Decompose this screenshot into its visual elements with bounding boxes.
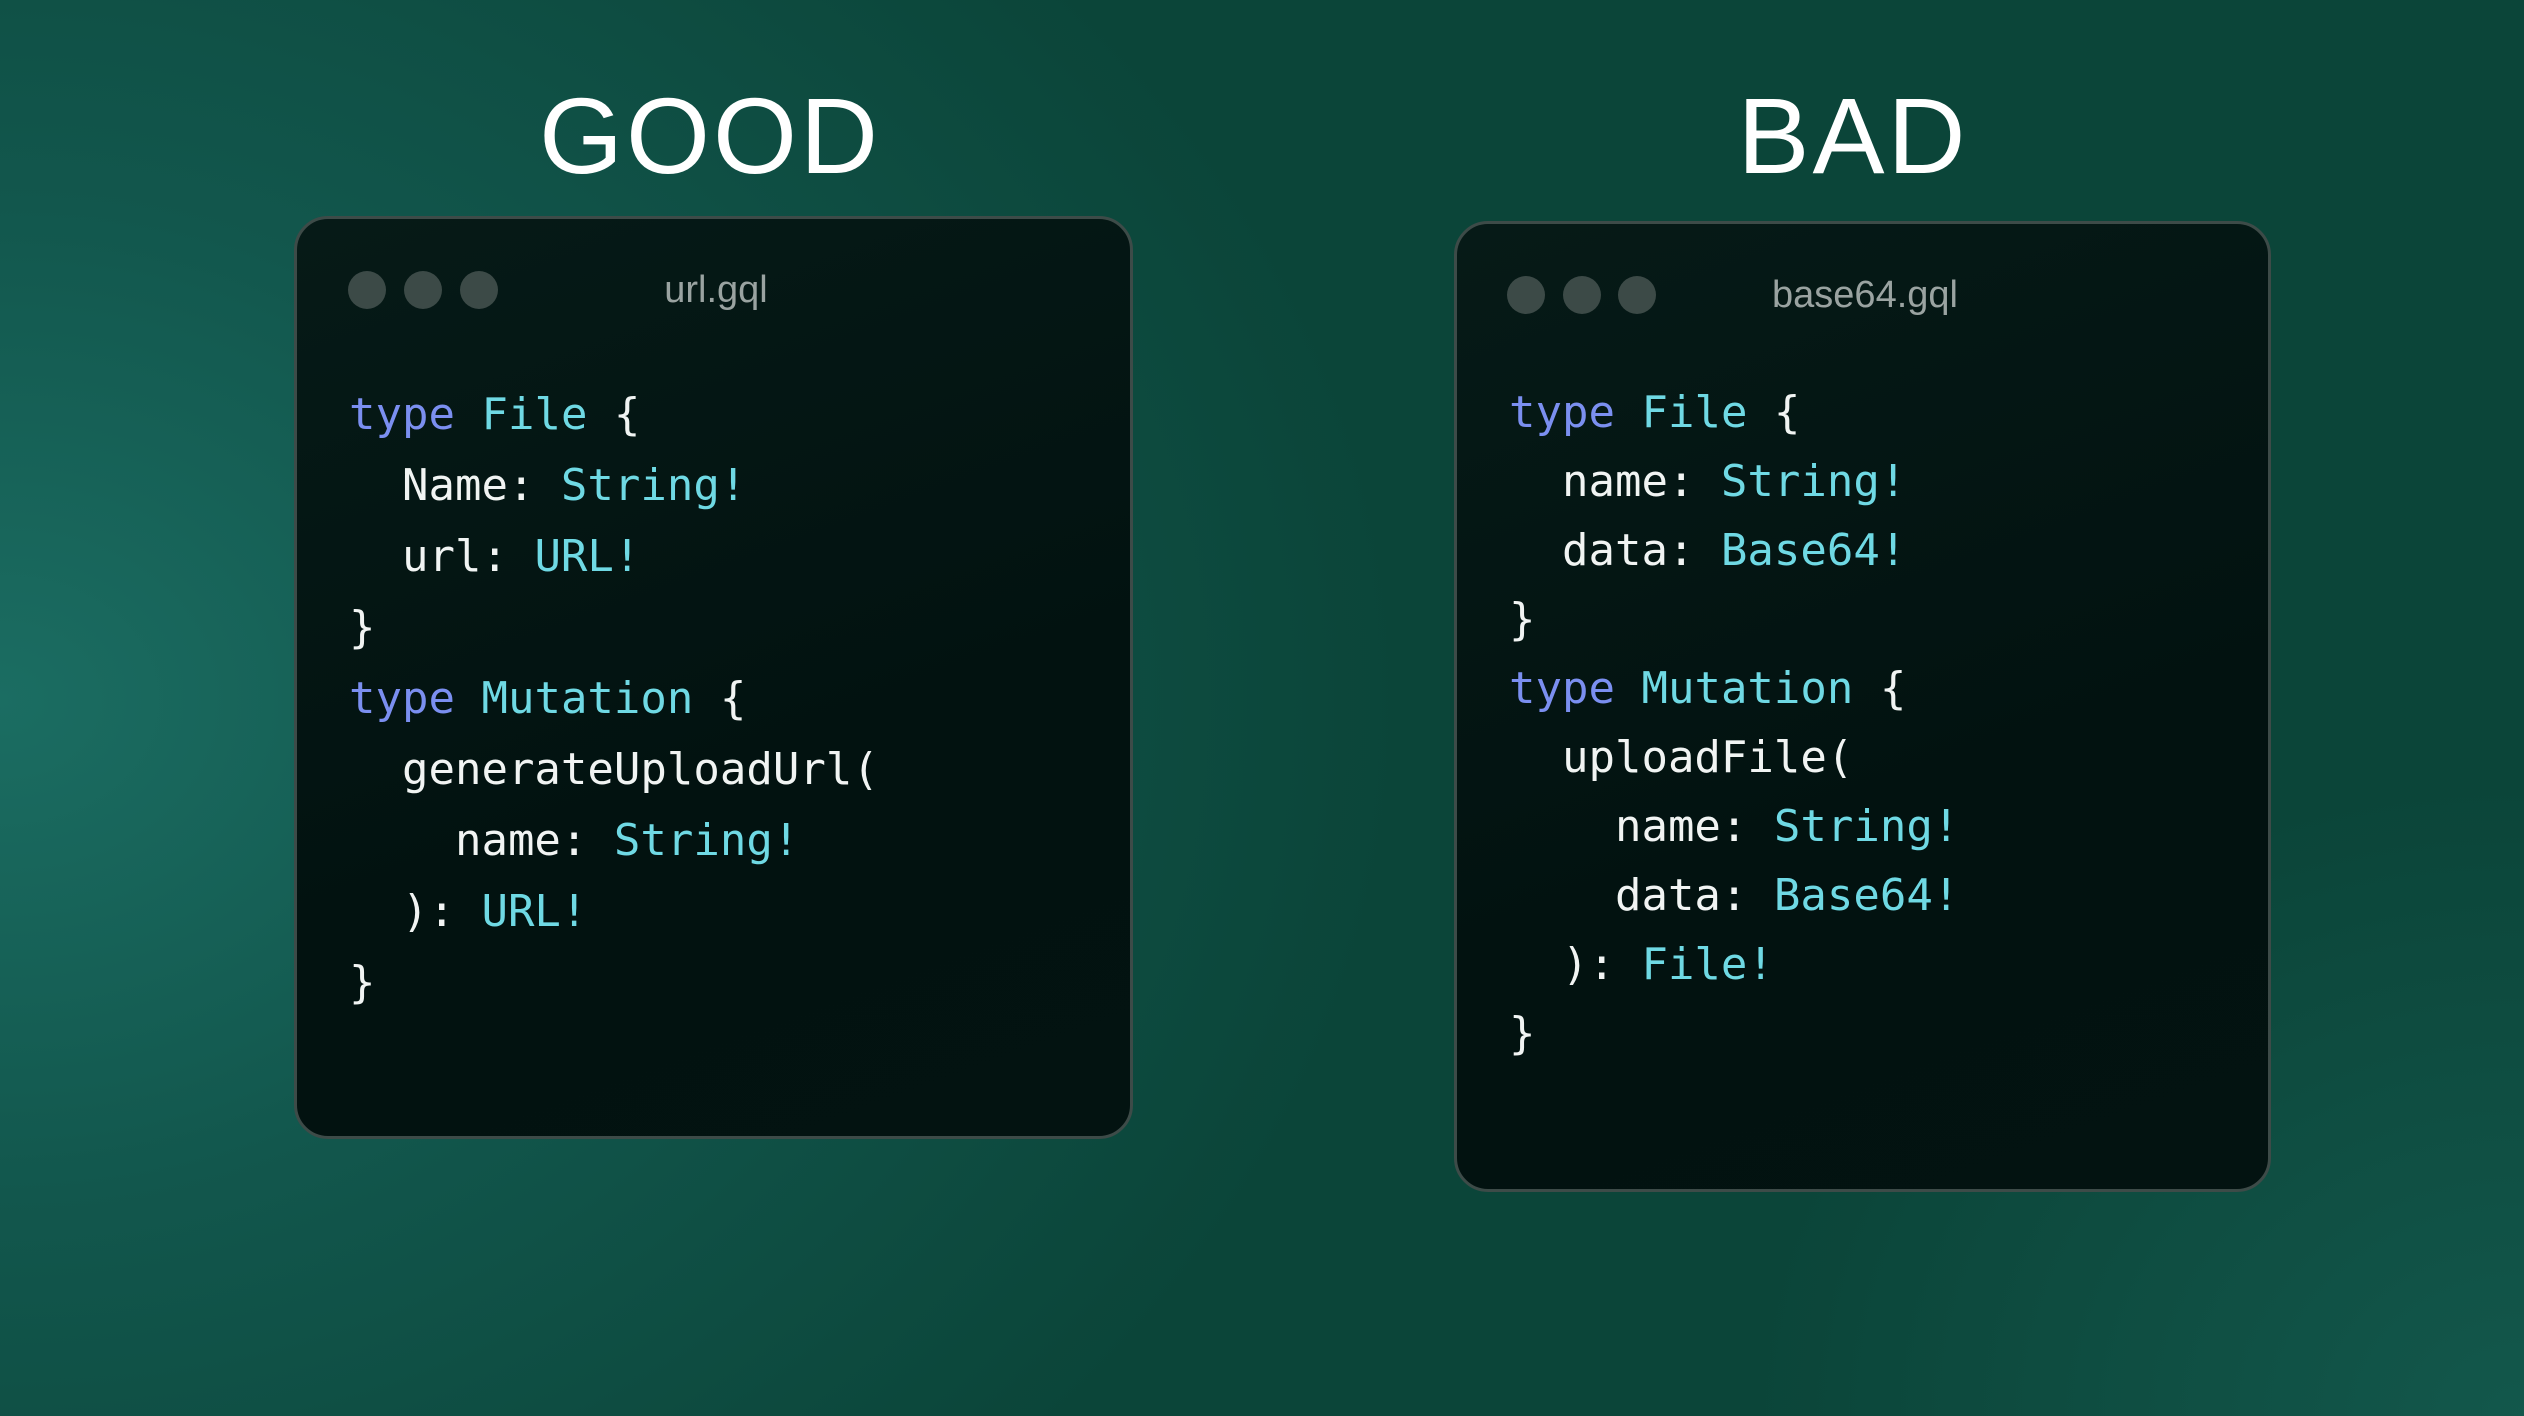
code-line: data: Base64! — [1509, 861, 1959, 930]
window-dot-icon — [404, 271, 442, 309]
code-keyword: type — [1509, 387, 1615, 438]
code-line: generateUploadUrl( — [349, 734, 879, 805]
code-keyword: type — [349, 389, 455, 440]
code-text: data: — [1509, 525, 1721, 576]
code-type: File! — [1641, 939, 1774, 990]
code-line: type File { — [1509, 378, 1959, 447]
code-type: String! — [613, 815, 800, 866]
window-dot-icon — [460, 271, 498, 309]
code-text: { — [693, 673, 747, 724]
code-type: String! — [1720, 456, 1907, 507]
code-line: } — [349, 947, 879, 1018]
code-text: name: — [1509, 801, 1774, 852]
code-text — [455, 673, 482, 724]
code-keyword: type — [349, 673, 455, 724]
code-line: type File { — [349, 379, 879, 450]
code-line: } — [1509, 999, 1959, 1068]
window-dot-icon — [348, 271, 386, 309]
bad-code-window: base64.gql type File { name: String! dat… — [1454, 221, 2271, 1192]
code-type: File — [1641, 387, 1748, 438]
code-type: URL! — [534, 531, 641, 582]
code-text: Name: — [349, 460, 561, 511]
code-block: type File { Name: String! url: URL!} type… — [349, 379, 879, 1018]
code-line: uploadFile( — [1509, 723, 1959, 792]
code-text: { — [1853, 663, 1907, 714]
code-line: } — [1509, 585, 1959, 654]
code-type: String! — [1773, 801, 1960, 852]
code-text: } — [349, 957, 376, 1008]
code-text — [455, 389, 482, 440]
code-text: data: — [1509, 870, 1774, 921]
code-text — [1615, 387, 1642, 438]
code-text: name: — [349, 815, 614, 866]
code-text: } — [1509, 594, 1536, 645]
filename-label: url.gql — [664, 269, 768, 311]
code-type: URL! — [481, 886, 588, 937]
code-line: Name: String! — [349, 450, 879, 521]
filename-label: base64.gql — [1772, 274, 1958, 316]
code-text: ): — [1509, 939, 1642, 990]
code-line: ): File! — [1509, 930, 1959, 999]
code-line: name: String! — [349, 805, 879, 876]
good-code-window: url.gql type File { Name: String! url: U… — [294, 216, 1133, 1139]
code-type: Base64! — [1720, 525, 1907, 576]
code-type: Base64! — [1773, 870, 1960, 921]
code-text: { — [1747, 387, 1801, 438]
bad-heading: BAD — [1737, 75, 1969, 196]
code-line: url: URL! — [349, 521, 879, 592]
code-text — [1615, 663, 1642, 714]
code-text: url: — [349, 531, 535, 582]
code-line: type Mutation { — [1509, 654, 1959, 723]
good-heading: GOOD — [538, 75, 882, 196]
code-text: name: — [1509, 456, 1721, 507]
code-line: data: Base64! — [1509, 516, 1959, 585]
code-line: ): URL! — [349, 876, 879, 947]
code-line: } — [349, 592, 879, 663]
code-type: String! — [560, 460, 747, 511]
window-dot-icon — [1507, 276, 1545, 314]
code-type: Mutation — [481, 673, 694, 724]
window-dot-icon — [1563, 276, 1601, 314]
code-block: type File { name: String! data: Base64!}… — [1509, 378, 1959, 1068]
code-type: Mutation — [1641, 663, 1854, 714]
code-text: } — [1509, 1008, 1536, 1059]
code-line: name: String! — [1509, 792, 1959, 861]
code-text: { — [587, 389, 641, 440]
code-text: ): — [349, 886, 482, 937]
code-keyword: type — [1509, 663, 1615, 714]
code-text: uploadFile( — [1509, 732, 1854, 783]
code-line: name: String! — [1509, 447, 1959, 516]
code-text: generateUploadUrl( — [349, 744, 879, 795]
window-dot-icon — [1618, 276, 1656, 314]
code-text: } — [349, 602, 376, 653]
code-type: File — [481, 389, 588, 440]
code-line: type Mutation { — [349, 663, 879, 734]
